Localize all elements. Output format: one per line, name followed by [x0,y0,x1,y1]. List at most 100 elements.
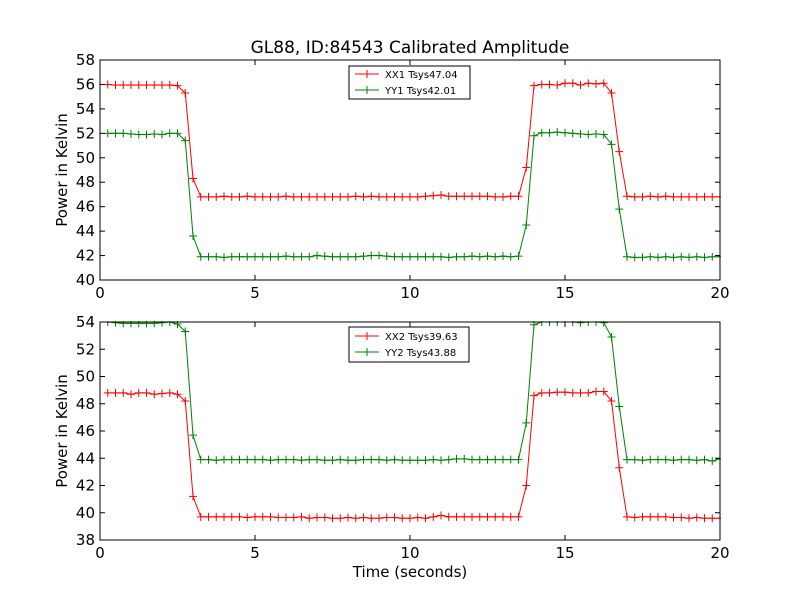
bottom-series-1-point [661,455,670,464]
bottom-series-1-point [367,455,376,464]
top-series-0-point [468,192,476,201]
bottom-y-tick-label: 38 [76,531,95,549]
top-series-1-point [413,252,422,261]
bottom-series-1-point [251,455,259,464]
top-series-0-point [537,80,546,89]
top-series-0-point [475,192,484,201]
bottom-series-0-point [700,514,709,523]
top-series-1-point [661,252,670,261]
bottom-series-1-point [227,455,236,464]
bottom-series-1-point [452,454,461,463]
top-series-0-point [692,192,701,201]
bottom-series-1-point [297,456,306,465]
top-series-0-point [344,192,352,201]
top-series-1-point [103,129,112,138]
top-x-tick-label: 10 [400,284,419,302]
top-series-1-point [382,252,391,261]
top-series-1-point [708,252,717,261]
bottom-series-0-point [483,512,492,521]
top-series-0-point [576,81,585,90]
bottom-series-0-point [173,390,182,399]
bottom-series-0-point [460,512,469,521]
top-series-0-point [491,192,500,201]
top-series-1-point [328,252,337,261]
bottom-series-0-point [142,388,151,397]
top-series-0-point [661,192,670,201]
bottom-series-0-point [592,387,600,396]
bottom-series-0-point [266,512,275,521]
top-series-1-point [127,129,135,138]
top-series-1-point [623,252,631,261]
top-series-1-point [452,252,461,261]
bottom-series-1-point [289,455,298,464]
top-series-1-point [196,252,205,261]
bottom-series-0-point [204,512,213,521]
bottom-series-1-point [359,455,368,464]
top-series-1-point [421,252,430,261]
top-series-1-point [468,252,476,261]
bottom-series-0-point [111,388,120,397]
bottom-series-1-point [514,455,523,464]
top-series-1-point [243,252,252,261]
bottom-x-tick-label: 0 [95,544,105,562]
bottom-series-0-point [243,513,252,522]
top-series-0-point [561,79,569,88]
top-series-1-point [150,129,159,138]
bottom-series-0-point [638,512,647,521]
top-x-tick-label: 0 [95,284,105,302]
top-series-0-point [119,81,128,90]
top-series-0-point [429,191,438,200]
bottom-series-1-point [576,321,585,327]
top-series-1-point [483,252,492,261]
bottom-series-1-point [522,418,531,427]
bottom-y-tick-label: 48 [76,395,95,413]
bottom-series-1-point [506,455,515,464]
top-series-1-point [491,252,500,261]
bottom-y-tick-label: 42 [76,477,95,495]
top-series-0-point [398,192,407,201]
top-series-1-point [406,252,414,261]
bottom-series-1-point [235,455,244,464]
top-series-1-point [142,130,151,139]
bottom-series-0-point [669,513,678,522]
bottom-series-1-point [382,456,391,465]
bottom-y-tick-label: 54 [76,313,95,331]
top-legend: XX1 Tsys47.04 YY1 Tsys42.01 [348,65,471,100]
top-series-1-point [266,252,275,261]
top-series-1-point [367,251,376,260]
top-y-tick-label: 48 [76,173,95,191]
bottom-series-1-point [491,455,500,464]
top-series-1-point [630,253,639,262]
bottom-y-tick-label: 44 [76,449,95,467]
bottom-series-1-point [669,456,678,465]
bottom-y-axis-label: Power in Kelvin [53,374,71,488]
bottom-legend-box [348,326,470,363]
top-series-0-point [592,79,600,88]
bottom-series-0-point [158,389,166,398]
bottom-series-0-point [297,512,306,521]
top-series-0-point [584,79,593,88]
top-series-1-point [429,252,438,261]
top-y-tick-label: 54 [76,100,95,118]
top-series-1-point [685,253,693,262]
bottom-series-1-point [320,456,329,465]
bottom-series-0-point [274,513,283,522]
bottom-series-0-point [212,512,221,521]
bottom-series-1-point [196,455,205,464]
top-series-0-point [406,192,414,201]
bottom-series-0-point [444,512,453,521]
bottom-series-1-point [142,321,151,328]
top-series-0-point [390,192,399,201]
top-series-1-point [561,128,569,137]
top-series-0-point [708,192,717,201]
bottom-series-1-point [398,456,407,465]
top-series-0-point [677,192,686,201]
bottom-series-1-point [173,321,182,329]
top-series-0-point [483,192,492,201]
bottom-series-0-point [413,513,422,522]
bottom-series-1-point [243,455,252,464]
bottom-series-1-point [204,455,213,464]
top-legend-box [348,65,471,100]
